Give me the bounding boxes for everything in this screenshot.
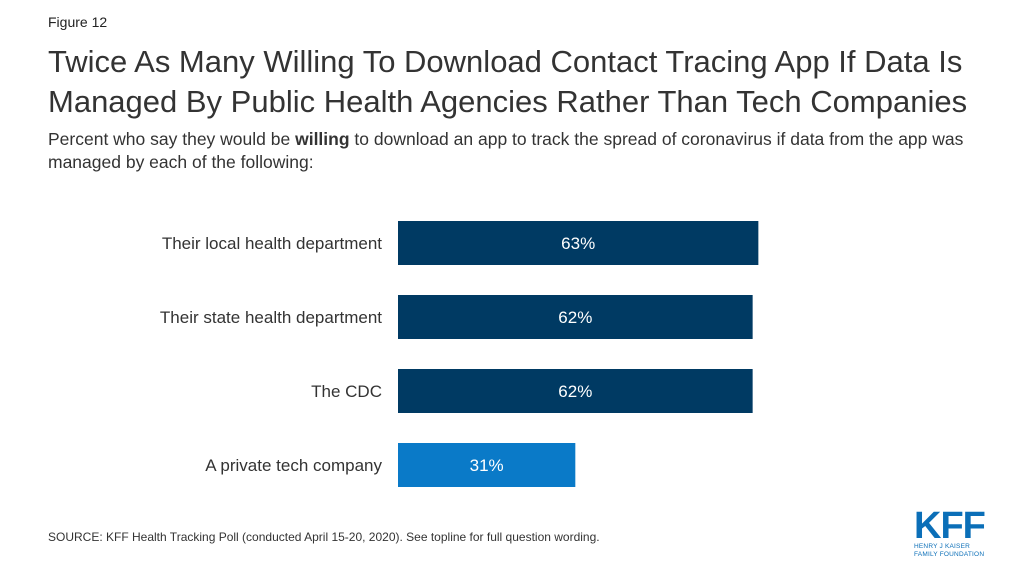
subtitle-bold-word: willing xyxy=(295,129,350,149)
subtitle-text-after: to download an app to track the spread o… xyxy=(48,129,964,172)
bar xyxy=(398,369,753,413)
source-note: SOURCE: KFF Health Tracking Poll (conduc… xyxy=(48,530,600,544)
bar xyxy=(398,295,753,339)
logo-subtext-line-2: FAMILY FOUNDATION xyxy=(914,551,985,558)
kff-logo: KFF HENRY J KAISER FAMILY FOUNDATION xyxy=(914,505,994,559)
chart-title-line-2: Managed By Public Health Agencies Rather… xyxy=(48,84,968,119)
category-label: Their state health department xyxy=(160,308,382,327)
figure-label: Figure 12 xyxy=(48,14,108,30)
logo-subtext-line-1: HENRY J KAISER xyxy=(914,543,971,550)
category-label: The CDC xyxy=(311,382,382,401)
bar-value-label: 62% xyxy=(558,308,592,327)
logo-wordmark: KFF xyxy=(914,505,986,547)
chart-title-line-1: Twice As Many Willing To Download Contac… xyxy=(48,44,963,79)
category-label: A private tech company xyxy=(205,456,382,475)
chart-subtitle: Percent who say they would be willing to… xyxy=(48,128,998,174)
bar xyxy=(398,221,759,265)
bar-value-label: 63% xyxy=(561,234,595,253)
chart-title: Twice As Many Willing To Download Contac… xyxy=(48,42,1008,122)
bar-value-label: 31% xyxy=(470,456,504,475)
bar-value-label: 62% xyxy=(558,382,592,401)
bar xyxy=(398,443,576,487)
category-label: Their local health department xyxy=(162,234,382,253)
bar-chart: Their local health department 63% Their st… xyxy=(160,221,759,487)
subtitle-text-before: Percent who say they would be xyxy=(48,129,296,149)
